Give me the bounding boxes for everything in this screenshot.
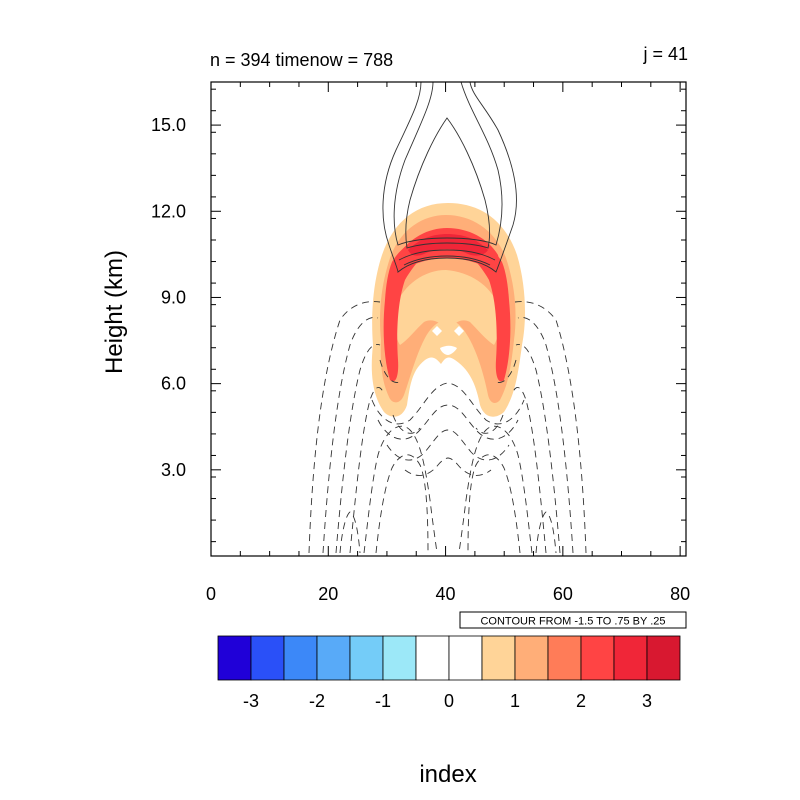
colorbar-swatch <box>283 635 318 681</box>
x-axis-label: index <box>419 761 476 788</box>
y-axis: 3.0 6.0 9.0 12.0 15.0 <box>151 88 686 543</box>
plot-frame <box>210 81 687 557</box>
colorbar: -3 -2 -1 0 1 2 3 <box>217 635 681 711</box>
x-tick-label: 20 <box>318 584 338 604</box>
colorbar-swatch <box>316 635 351 681</box>
positive-contours <box>382 81 517 273</box>
colorbar-label: 2 <box>576 691 586 711</box>
x-tick-label: 0 <box>206 584 216 604</box>
colorbar-label: 3 <box>642 691 652 711</box>
colorbar-label: 1 <box>510 691 520 711</box>
colorbar-swatch <box>481 635 516 681</box>
shade-level-4 <box>408 234 488 256</box>
x-tick-label: 40 <box>436 584 456 604</box>
colorbar-label: -3 <box>243 691 259 711</box>
colorbar-swatch <box>250 635 285 681</box>
shade-white-right <box>454 326 464 336</box>
title-left: n = 394 timenow = 788 <box>210 50 393 70</box>
y-tick-label: 6.0 <box>161 374 186 394</box>
y-tick-label: 3.0 <box>161 460 186 480</box>
y-axis-label: Height (km) <box>101 250 128 374</box>
colorbar-swatch <box>415 635 450 681</box>
colorbar-swatch <box>448 635 483 681</box>
colorbar-label: -2 <box>309 691 325 711</box>
colorbar-swatch <box>382 635 417 681</box>
colorbar-swatch <box>580 635 615 681</box>
colorbar-swatch <box>349 635 384 681</box>
x-tick-label: 60 <box>553 584 573 604</box>
contour-info-box <box>459 611 687 629</box>
contour-info-text: CONTOUR FROM -1.5 TO .75 BY .25 <box>480 616 665 628</box>
x-axis: 0 20 40 60 80 <box>206 82 690 604</box>
colorbar-swatch <box>613 635 648 681</box>
y-tick-label: 12.0 <box>151 201 186 221</box>
shade-core-light <box>393 270 501 345</box>
colorbar-swatch <box>514 635 549 681</box>
colorbar-label: 0 <box>444 691 454 711</box>
y-tick-label: 9.0 <box>161 287 186 307</box>
x-tick-label: 80 <box>670 584 690 604</box>
title-right: j = 41 <box>642 44 688 64</box>
negative-contours <box>308 301 587 554</box>
y-tick-label: 15.0 <box>151 115 186 135</box>
shade-level-3-right <box>454 232 511 382</box>
shade-white-left <box>432 326 442 336</box>
colorbar-swatch <box>646 635 681 681</box>
colorbar-swatch <box>547 635 582 681</box>
shade-white-center <box>440 345 457 355</box>
colorbar-swatch <box>217 635 252 681</box>
colorbar-label: -1 <box>375 691 391 711</box>
